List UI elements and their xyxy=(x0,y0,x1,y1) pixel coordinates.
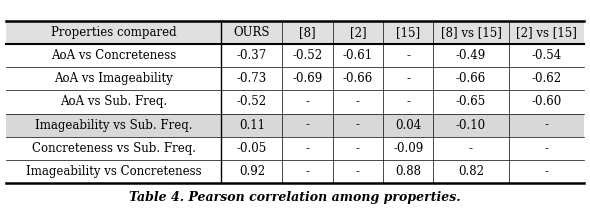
Text: -0.05: -0.05 xyxy=(237,142,267,155)
Text: -0.37: -0.37 xyxy=(237,49,267,62)
Text: [2]: [2] xyxy=(349,26,366,39)
Text: Table 4. Pearson correlation among properties.: Table 4. Pearson correlation among prope… xyxy=(129,191,461,204)
Text: -: - xyxy=(545,142,548,155)
Text: -0.49: -0.49 xyxy=(456,49,486,62)
Text: -0.69: -0.69 xyxy=(293,72,323,85)
Text: 0.88: 0.88 xyxy=(395,165,421,178)
Text: -0.60: -0.60 xyxy=(531,95,562,108)
Text: -0.66: -0.66 xyxy=(343,72,373,85)
Text: -0.52: -0.52 xyxy=(237,95,267,108)
Text: AoA vs Concreteness: AoA vs Concreteness xyxy=(51,49,176,62)
Text: Concreteness vs Sub. Freq.: Concreteness vs Sub. Freq. xyxy=(32,142,196,155)
Text: -0.52: -0.52 xyxy=(293,49,323,62)
Text: OURS: OURS xyxy=(234,26,270,39)
Text: -0.09: -0.09 xyxy=(393,142,423,155)
Text: Properties compared: Properties compared xyxy=(51,26,176,39)
Text: 0.92: 0.92 xyxy=(239,165,265,178)
Text: -0.73: -0.73 xyxy=(237,72,267,85)
Text: -: - xyxy=(306,165,310,178)
Text: -0.62: -0.62 xyxy=(532,72,562,85)
Text: -: - xyxy=(306,95,310,108)
Text: -0.65: -0.65 xyxy=(456,95,486,108)
Text: 0.82: 0.82 xyxy=(458,165,484,178)
Text: -: - xyxy=(406,49,410,62)
Text: 0.11: 0.11 xyxy=(239,119,265,132)
Text: [15]: [15] xyxy=(396,26,420,39)
Text: 0.04: 0.04 xyxy=(395,119,421,132)
Text: -: - xyxy=(406,72,410,85)
Text: -: - xyxy=(469,142,473,155)
Text: -: - xyxy=(356,119,360,132)
Text: -: - xyxy=(356,165,360,178)
Text: -: - xyxy=(306,142,310,155)
Text: -: - xyxy=(406,95,410,108)
Text: -: - xyxy=(356,142,360,155)
Text: Imageability vs Concreteness: Imageability vs Concreteness xyxy=(26,165,201,178)
Text: -: - xyxy=(306,119,310,132)
Text: Imageability vs Sub. Freq.: Imageability vs Sub. Freq. xyxy=(35,119,192,132)
Text: -0.54: -0.54 xyxy=(531,49,562,62)
Text: -: - xyxy=(545,165,548,178)
Text: -0.10: -0.10 xyxy=(456,119,486,132)
Text: -0.61: -0.61 xyxy=(343,49,373,62)
Text: -0.66: -0.66 xyxy=(456,72,486,85)
Text: AoA vs Sub. Freq.: AoA vs Sub. Freq. xyxy=(60,95,167,108)
Text: -: - xyxy=(356,95,360,108)
Text: [2] vs [15]: [2] vs [15] xyxy=(516,26,577,39)
Text: -: - xyxy=(545,119,548,132)
Text: AoA vs Imageability: AoA vs Imageability xyxy=(54,72,173,85)
Text: [8]: [8] xyxy=(299,26,316,39)
Text: [8] vs [15]: [8] vs [15] xyxy=(441,26,502,39)
